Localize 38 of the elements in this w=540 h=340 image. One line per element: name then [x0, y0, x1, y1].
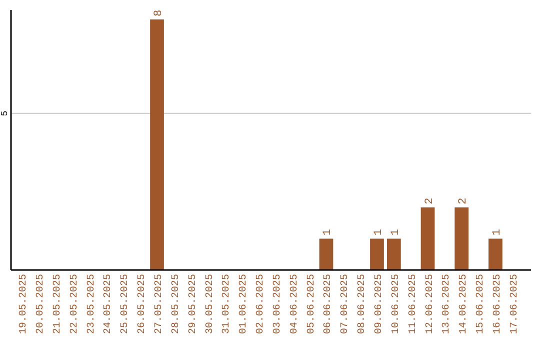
x-tick-label: 06.06.2025	[323, 274, 334, 334]
x-tick-label: 01.06.2025	[238, 274, 250, 334]
x-tick-label: 30.05.2025	[204, 274, 216, 334]
x-tick-label: 20.05.2025	[36, 274, 47, 334]
x-tick-label: 08.06.2025	[357, 274, 368, 334]
x-tick-label: 11.06.2025	[408, 274, 419, 334]
data-label: 2	[424, 198, 436, 204]
x-tick-label: 16.06.2025	[492, 274, 504, 334]
x-tick-label: 28.05.2025	[170, 274, 182, 334]
x-tick-label: 09.06.2025	[374, 274, 385, 334]
data-label: 1	[322, 228, 334, 236]
data-label: 1	[491, 228, 504, 236]
x-tick-label: 17.06.2025	[509, 274, 520, 334]
x-tick-label: 10.06.2025	[390, 274, 402, 334]
x-tick-label: 03.06.2025	[272, 274, 284, 334]
x-tick-label: 29.05.2025	[188, 274, 199, 334]
x-tick-label: 26.05.2025	[137, 274, 148, 334]
x-tick-label: 19.05.2025	[18, 274, 30, 334]
data-label: 1	[372, 228, 385, 236]
x-tick-label: 21.05.2025	[52, 274, 64, 334]
data-label: 2	[458, 198, 470, 204]
y-tick-label: 5	[0, 110, 10, 116]
data-label: 1	[390, 228, 402, 236]
x-tick-label: 05.06.2025	[306, 274, 318, 334]
x-tick-label: 27.05.2025	[154, 274, 166, 334]
x-tick-label: 02.06.2025	[256, 274, 267, 334]
data-label: 8	[153, 10, 166, 16]
x-tick-label: 24.05.2025	[103, 274, 114, 334]
x-tick-label: 13.06.2025	[442, 274, 453, 334]
x-tick-label: 22.05.2025	[69, 274, 80, 334]
x-tick-label: 14.06.2025	[458, 274, 470, 334]
x-tick-label: 23.05.2025	[86, 274, 98, 334]
x-tick-label: 31.05.2025	[222, 274, 233, 334]
x-tick-label: 12.06.2025	[424, 274, 436, 334]
x-tick-label: 07.06.2025	[340, 274, 352, 334]
x-tick-label: 25.05.2025	[120, 274, 132, 334]
x-tick-label: 15.06.2025	[476, 274, 487, 334]
x-tick-label: 04.06.2025	[289, 274, 300, 334]
